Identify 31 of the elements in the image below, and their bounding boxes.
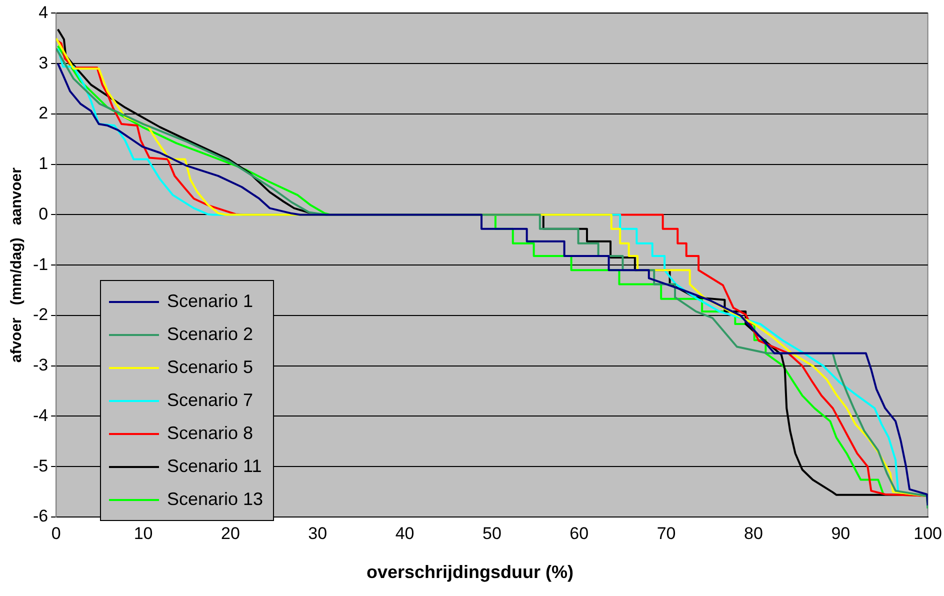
legend-label: Scenario 11 [167,456,262,477]
x-tick-label: 90 [831,524,850,543]
y-tick-label: 1 [38,154,48,174]
y-tick-label: 4 [38,2,48,22]
legend-label: Scenario 5 [167,357,254,378]
x-tick-label: 100 [914,524,942,543]
y-tick-label: -6 [32,506,48,526]
legend-label: Scenario 1 [167,291,254,312]
x-tick-label: 50 [482,524,502,543]
y-axis-title: afvoer (mm/dag) aanvoer [8,167,26,363]
legend-label: Scenario 7 [167,390,254,411]
y-tick-label: 0 [38,204,48,224]
x-tick-label: 60 [570,524,589,543]
legend-label: Scenario 8 [167,423,254,444]
x-tick-label: 30 [308,524,328,543]
legend-label: Scenario 2 [167,324,254,345]
x-axis-title: overschrijdingsduur (%) [366,562,574,582]
x-tick-label: 10 [134,524,153,543]
x-tick-label: 0 [51,524,61,543]
y-tick-label: -2 [32,305,48,324]
y-tick-label: -4 [32,406,48,425]
x-tick-label: 40 [395,524,414,543]
x-tick-label: 70 [656,524,676,543]
y-tick-label: -3 [32,356,48,375]
y-tick-label: -5 [32,456,48,476]
x-tick-label: 80 [744,524,763,543]
legend-label: Scenario 13 [167,489,264,510]
y-tick-label: 2 [38,104,48,123]
x-tick-label: 20 [220,524,240,543]
y-tick-label: 3 [38,53,48,72]
y-tick-label: -1 [32,254,48,274]
